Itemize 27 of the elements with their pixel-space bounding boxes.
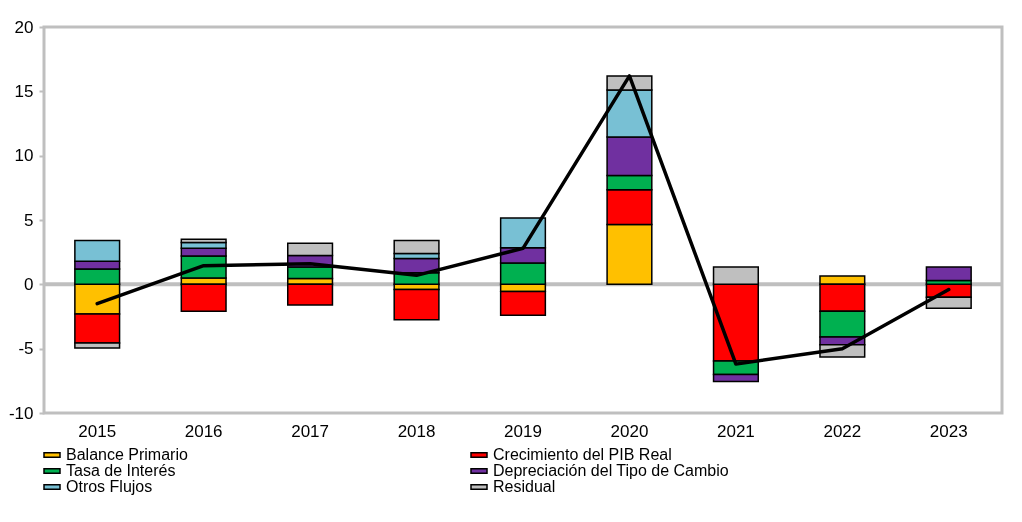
y-tick-label: 15 [14,81,34,101]
x-tick-label: 2021 [716,421,755,441]
x-tick-label: 2017 [291,421,330,441]
legend-label: Balance Primario [66,446,188,463]
x-tick-label: 2022 [823,421,862,441]
legend-label: Crecimiento del PIB Real [493,446,672,463]
x-tick-label: 2015 [78,421,117,441]
bar [287,283,334,306]
legend-label: Residual [493,478,556,495]
y-tick-label: 20 [14,17,34,37]
y-tick-label: 10 [14,146,34,166]
legend-label: Depreciación del Tipo de Cambio [493,462,729,479]
bar [393,288,440,321]
bar [180,283,227,313]
y-tick-label: -5 [18,339,34,359]
x-tick-label: 2020 [610,421,649,441]
x-tick-label: 2018 [397,421,436,441]
y-tick-label: 0 [24,274,34,294]
x-tick-label: 2019 [504,421,542,441]
legend-label: Otros Flujos [66,478,153,495]
bar [925,266,972,282]
x-tick-label: 2016 [184,421,223,441]
y-tick-label: 5 [24,210,34,230]
x-tick-label: 2023 [929,421,968,441]
y-tick-label: -10 [8,403,34,423]
bar [393,239,440,255]
legend-label: Tasa de Interés [66,462,176,479]
